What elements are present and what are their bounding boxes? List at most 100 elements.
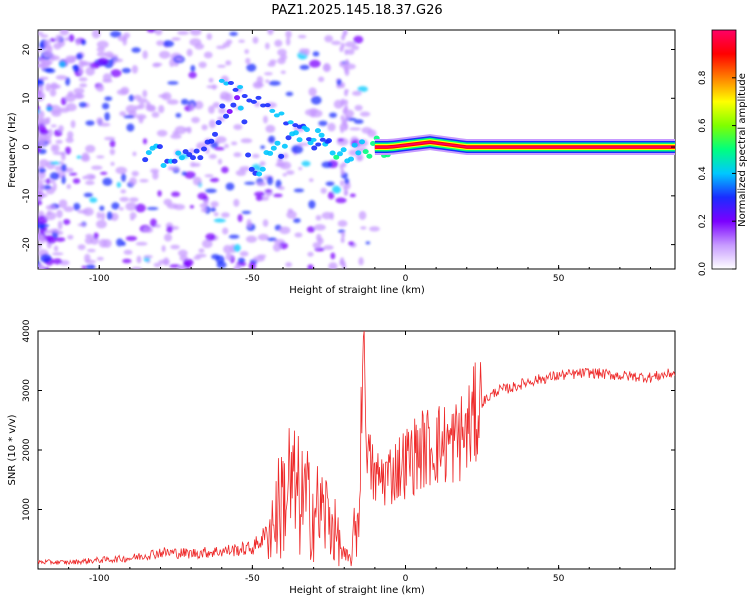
- spectrogram-blob: [64, 146, 72, 155]
- spectrogram-blob: [77, 209, 89, 214]
- spectrogram-blob: [201, 124, 208, 131]
- spectrogram-blob: [177, 30, 190, 36]
- spectrogram-blob: [353, 119, 364, 124]
- spectrogram-blob: [54, 165, 63, 172]
- spectrogram-blob: [254, 191, 265, 197]
- spectrogram-blob: [298, 166, 303, 171]
- snr-series-line: [38, 331, 675, 567]
- spectrogram-blob: [221, 166, 229, 174]
- spectrogram-blob: [213, 212, 219, 217]
- snr-panel: -100 -50 0 50 1000 2000 3000 4000 Height of str…: [7, 319, 676, 596]
- spectrogram-blob: [280, 70, 286, 75]
- spectrogram-blob: [201, 207, 208, 213]
- ridge-blob: [142, 157, 149, 163]
- spectrogram-blob: [58, 60, 67, 68]
- spectrogram-blob: [38, 58, 46, 63]
- spectrogram-blob: [291, 144, 303, 154]
- spectrogram-blob: [253, 255, 265, 262]
- ridge-blob: [351, 142, 358, 148]
- spectrogram-blob: [96, 47, 105, 53]
- x-tick-label: -100: [89, 574, 110, 584]
- spectrogram-blob: [294, 232, 303, 238]
- spectrogram-blob: [170, 244, 180, 250]
- spectrogram-blob: [76, 52, 83, 60]
- ridge-blob: [234, 95, 241, 101]
- spectrogram-blob: [285, 37, 291, 46]
- spectrogram-blob: [119, 207, 124, 211]
- ridge-blob: [223, 113, 230, 119]
- spectrogram-blob: [217, 158, 223, 165]
- spectrogram-blob: [285, 262, 293, 268]
- spectrogram-blob: [67, 131, 74, 139]
- spectrogram-blob: [206, 33, 213, 41]
- spectrogram-blob: [171, 191, 181, 197]
- spectrogram-blob: [83, 192, 93, 198]
- spectrogram-blob: [119, 196, 129, 202]
- spectrogram-blob: [149, 218, 157, 228]
- spectrogram-blob: [174, 125, 187, 135]
- ridge-blob: [178, 155, 185, 161]
- spectrogram-blob: [174, 57, 183, 61]
- y-tick-label: -20: [22, 237, 32, 252]
- spectrogram-blob: [222, 227, 229, 235]
- spectrogram-blob: [310, 95, 322, 105]
- spectrogram-blob: [265, 124, 276, 133]
- spectrogram-blob: [285, 91, 294, 97]
- spectrogram-blob: [61, 175, 66, 185]
- spectrogram-blob: [45, 83, 51, 92]
- spectrogram-blob: [96, 211, 102, 219]
- spectrogram-blob: [184, 171, 196, 179]
- spectrogram-blob: [279, 226, 291, 235]
- spectrogram-blob: [158, 105, 165, 114]
- spectrogram-blob: [48, 128, 53, 138]
- spectrogram-blob: [72, 178, 81, 184]
- spectrogram-blob: [244, 181, 256, 185]
- ridge-blob: [362, 149, 369, 155]
- spectrogram-blob: [142, 89, 148, 98]
- spectrogram-blob: [120, 189, 127, 194]
- spectrogram-blob: [351, 90, 362, 96]
- spectrogram-blob: [340, 237, 345, 244]
- spectrogram-blob: [264, 189, 273, 193]
- spectrogram-blob: [309, 107, 318, 114]
- spectrogram-blob: [73, 202, 81, 211]
- spectrogram-blob: [318, 76, 325, 83]
- spectrogram-blob: [336, 79, 342, 86]
- spectrogram-blob: [344, 90, 349, 97]
- ridge-blob: [223, 81, 230, 86]
- spectrogram-blob: [39, 34, 49, 38]
- ridge-blob: [333, 154, 340, 160]
- spectrogram-blob: [82, 61, 93, 66]
- ridge-blob: [227, 80, 234, 85]
- spectrogram-blob: [81, 265, 87, 269]
- snr-ticks: -100 -50 0 50 1000 2000 3000 4000: [22, 319, 675, 584]
- spectrogram-blob: [223, 244, 233, 254]
- spectrogram-blob: [110, 30, 122, 38]
- spectrogram-blob: [348, 241, 355, 246]
- spectrogram-blob: [106, 211, 113, 220]
- spectrogram-blob: [324, 35, 334, 43]
- ridge-blob: [347, 156, 354, 162]
- spectrogram-blob: [49, 89, 57, 97]
- spectrogram-blob: [209, 177, 220, 183]
- spectrogram-blob: [85, 180, 95, 186]
- spectrogram-blob: [121, 241, 126, 246]
- ridge-blob: [306, 137, 313, 142]
- spectrogram-blob: [306, 226, 316, 233]
- spectrogram-blob: [38, 159, 49, 168]
- spectrogram-blob: [49, 53, 56, 61]
- spectrogram-blob: [64, 93, 76, 103]
- colorbar-tick-label: 0.4: [698, 166, 708, 181]
- spectrogram-blob: [142, 50, 148, 60]
- spectrogram-blob: [340, 114, 345, 121]
- spectrogram-blob: [135, 203, 146, 213]
- spectrogram-blob: [93, 232, 99, 239]
- ridge-blob: [197, 155, 204, 161]
- spectrogram-blob: [139, 178, 149, 183]
- spectrogram-blob: [198, 248, 205, 253]
- spectrogram-blob: [38, 63, 45, 68]
- spectrogram-blob: [189, 205, 195, 209]
- spectrogram-blob: [312, 242, 322, 249]
- ridge-blob: [359, 139, 366, 145]
